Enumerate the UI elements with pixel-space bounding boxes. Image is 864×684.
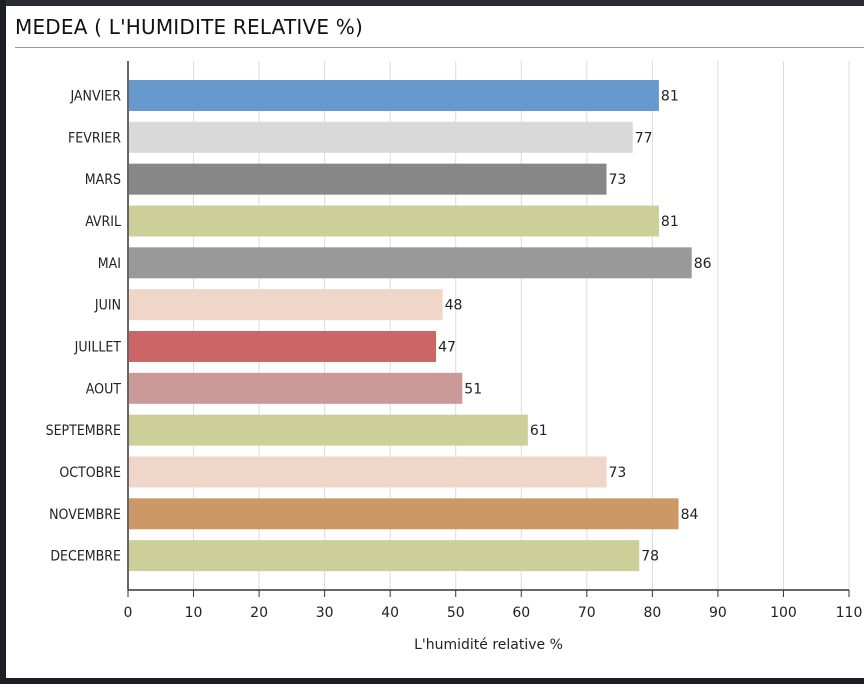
x-tick-label-100: 100 bbox=[770, 605, 797, 621]
chart-title: MEDEA ( L'HUMIDITE RELATIVE %) bbox=[15, 15, 363, 39]
bar-novembre bbox=[129, 498, 679, 530]
bar-chart: JANVIER 81 FEVRIER 77 MARS 73 AVRIL 81 MAI 86 JUIN… bbox=[46, 61, 863, 653]
category-label-mai: MAI bbox=[98, 256, 121, 272]
x-tick-label-20: 20 bbox=[250, 605, 268, 621]
category-label-novembre: NOVEMBRE bbox=[49, 507, 121, 523]
category-label-fevrier: FEVRIER bbox=[68, 130, 121, 146]
value-label-fevrier: 77 bbox=[635, 130, 653, 146]
x-tick-label-90: 90 bbox=[709, 605, 727, 621]
bar-aout bbox=[129, 372, 463, 404]
x-tick-label-30: 30 bbox=[316, 605, 334, 621]
value-label-aout: 51 bbox=[464, 381, 482, 397]
value-label-mars: 73 bbox=[608, 172, 626, 188]
category-label-aout: AOUT bbox=[86, 381, 122, 397]
category-label-octobre: OCTOBRE bbox=[59, 465, 121, 481]
bar-octobre bbox=[129, 456, 607, 488]
bar-mai bbox=[129, 247, 692, 279]
category-label-mars: MARS bbox=[85, 172, 121, 188]
window-frame-top bbox=[0, 0, 864, 6]
x-tick-label-50: 50 bbox=[447, 605, 465, 621]
bar-mars bbox=[129, 163, 607, 195]
chart-panel: MEDEA ( L'HUMIDITE RELATIVE %) JANVIER 81… bbox=[6, 6, 864, 678]
value-label-juillet: 47 bbox=[438, 339, 456, 355]
x-tick-label-10: 10 bbox=[185, 605, 203, 621]
value-label-novembre: 84 bbox=[681, 507, 699, 523]
category-label-juin: JUIN bbox=[94, 298, 121, 314]
bar-janvier bbox=[129, 80, 659, 111]
window-frame-left bbox=[0, 0, 6, 684]
bar-decembre bbox=[129, 540, 640, 572]
x-tick-label-70: 70 bbox=[578, 605, 596, 621]
value-label-juin: 48 bbox=[445, 298, 463, 314]
bar-juillet bbox=[129, 330, 437, 362]
x-tick-label-80: 80 bbox=[643, 605, 661, 621]
category-label-decembre: DECEMBRE bbox=[50, 549, 121, 565]
bar-septembre bbox=[129, 414, 528, 446]
value-label-octobre: 73 bbox=[608, 465, 626, 481]
x-axis-title: L'humidité relative % bbox=[414, 637, 563, 653]
value-label-mai: 86 bbox=[694, 256, 712, 272]
value-label-avril: 81 bbox=[661, 214, 679, 230]
category-label-janvier: JANVIER bbox=[69, 89, 121, 105]
title-divider bbox=[15, 47, 864, 48]
bar-juin bbox=[129, 289, 443, 321]
bar-avril bbox=[129, 205, 659, 237]
x-tick-label-110: 110 bbox=[836, 605, 863, 621]
x-tick-label-0: 0 bbox=[124, 605, 133, 621]
x-tick-label-40: 40 bbox=[381, 605, 399, 621]
bar-fevrier bbox=[129, 121, 633, 153]
value-label-septembre: 61 bbox=[530, 423, 548, 439]
x-tick-label-60: 60 bbox=[512, 605, 530, 621]
value-label-decembre: 78 bbox=[641, 549, 659, 565]
category-label-juillet: JUILLET bbox=[74, 339, 122, 355]
value-label-janvier: 81 bbox=[661, 89, 679, 105]
category-label-avril: AVRIL bbox=[85, 214, 121, 230]
category-label-septembre: SEPTEMBRE bbox=[46, 423, 121, 439]
